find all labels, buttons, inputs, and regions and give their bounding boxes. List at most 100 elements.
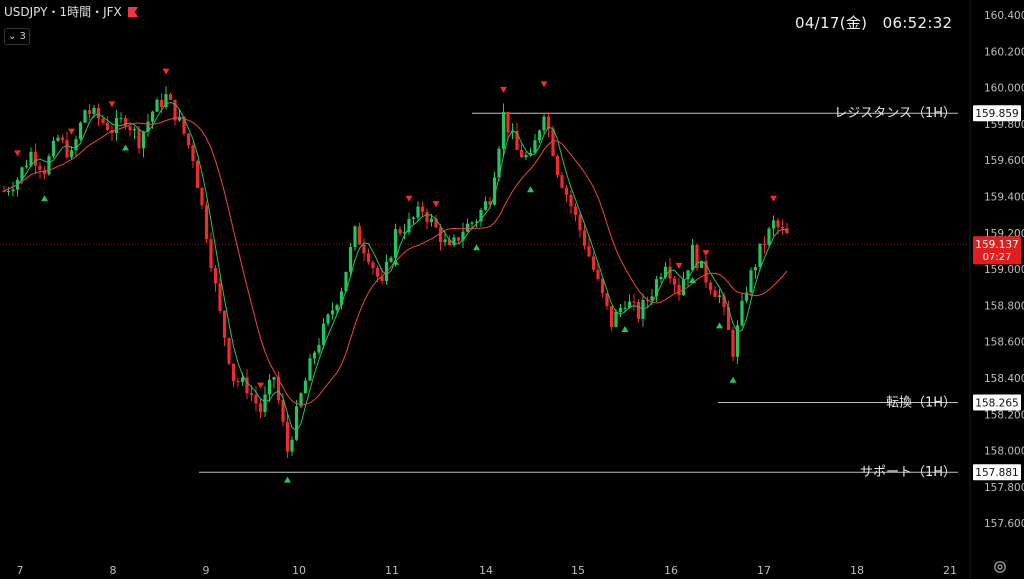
indicator-toggle-button[interactable]: ⌄ 3 bbox=[4, 28, 30, 45]
level-price-label: 159.859 bbox=[975, 108, 1018, 120]
sell-marker bbox=[540, 81, 548, 88]
candle-body bbox=[38, 165, 42, 171]
gear-icon[interactable] bbox=[993, 560, 1007, 574]
level-label: サポート（1H） bbox=[860, 465, 956, 480]
candle-body bbox=[465, 223, 470, 232]
candle-body bbox=[776, 220, 780, 227]
symbol-title: USDJPY・1時間・JFX bbox=[4, 5, 122, 19]
sell-marker bbox=[162, 68, 170, 75]
candle-body bbox=[42, 170, 47, 175]
buy-marker bbox=[473, 244, 480, 251]
candle-body bbox=[609, 306, 614, 328]
sell-marker bbox=[405, 195, 413, 202]
candle-body bbox=[501, 112, 506, 149]
candle-body bbox=[20, 167, 24, 180]
bar-countdown: 07:27 bbox=[983, 252, 1012, 263]
candle-body bbox=[362, 244, 366, 254]
time-tick-label: 7 bbox=[17, 564, 24, 577]
candle-body bbox=[141, 131, 146, 149]
datetime-clock: 04/17(金) 06:52:32 bbox=[795, 14, 953, 32]
candle-body bbox=[330, 310, 335, 315]
candle-body bbox=[357, 226, 362, 245]
time-tick-label: 17 bbox=[757, 564, 771, 577]
candle-body bbox=[519, 149, 524, 158]
time-tick-label: 8 bbox=[110, 564, 117, 577]
candle-body bbox=[474, 221, 479, 223]
price-tick-label: 159.400 bbox=[984, 192, 1024, 204]
time-tick-label: 18 bbox=[850, 564, 864, 577]
level-price-label: 157.881 bbox=[975, 467, 1018, 479]
flag-icon[interactable] bbox=[127, 6, 138, 17]
time-tick-label: 21 bbox=[943, 564, 957, 577]
time-axis[interactable]: 7 8 9 10 11 14 15 16 17 18 21 bbox=[17, 564, 958, 577]
level-label: レジスタンス（1H） bbox=[834, 106, 956, 121]
candle-body bbox=[344, 271, 348, 292]
price-tick-label: 157.800 bbox=[984, 482, 1024, 494]
candle-body bbox=[123, 118, 128, 127]
candle-body bbox=[47, 156, 51, 175]
candle-body bbox=[641, 299, 645, 319]
candles bbox=[2, 86, 789, 459]
candle-body bbox=[204, 205, 209, 240]
candle-body bbox=[78, 122, 83, 140]
candle-body bbox=[249, 393, 254, 395]
candle-body bbox=[515, 130, 519, 150]
price-tick-label: 158.400 bbox=[984, 373, 1024, 385]
buy-marker bbox=[689, 276, 696, 283]
candle-body bbox=[308, 358, 312, 381]
candle-body bbox=[155, 99, 159, 112]
sell-marker bbox=[675, 262, 683, 269]
indicator-count: 3 bbox=[19, 31, 26, 42]
candle-body bbox=[677, 284, 681, 296]
candle-body bbox=[564, 187, 569, 195]
candle-body bbox=[407, 218, 411, 233]
time-tick-label: 9 bbox=[203, 564, 210, 577]
candle-body bbox=[128, 126, 132, 131]
candle-body bbox=[182, 116, 186, 134]
price-tick-label: 157.600 bbox=[984, 518, 1024, 530]
candle-body bbox=[312, 352, 317, 359]
candle-body bbox=[150, 111, 155, 122]
candle-body bbox=[717, 295, 722, 297]
candle-body bbox=[411, 217, 416, 219]
candle-body bbox=[335, 304, 339, 311]
candle-body bbox=[470, 222, 474, 224]
candle-body bbox=[681, 279, 686, 296]
price-tick-label: 159.000 bbox=[984, 264, 1024, 276]
candle-body bbox=[456, 237, 461, 241]
candle-body bbox=[299, 393, 303, 407]
candle-body bbox=[726, 307, 731, 330]
candle-body bbox=[254, 394, 258, 404]
candle-body bbox=[222, 310, 227, 338]
candle-body bbox=[542, 116, 546, 131]
level-price-tag bbox=[973, 394, 1021, 411]
candle-body bbox=[6, 191, 11, 193]
candle-body bbox=[780, 226, 785, 229]
sell-marker bbox=[257, 382, 264, 389]
sell-marker bbox=[500, 86, 507, 93]
candle-body bbox=[294, 406, 299, 440]
candle-body bbox=[326, 314, 330, 324]
candle-body bbox=[339, 291, 344, 305]
price-tick-label: 158.000 bbox=[984, 446, 1024, 458]
candle-body bbox=[321, 323, 326, 345]
candle-body bbox=[735, 325, 740, 357]
candle-body bbox=[488, 201, 492, 205]
symbol-header[interactable]: USDJPY・1時間・JFX bbox=[4, 3, 138, 20]
buy-marker bbox=[122, 144, 129, 151]
candle-body bbox=[479, 209, 483, 222]
candle-body bbox=[762, 243, 767, 245]
candle-body bbox=[632, 301, 636, 303]
candle-body bbox=[137, 129, 141, 149]
candle-body bbox=[753, 267, 758, 271]
sell-marker bbox=[702, 250, 710, 257]
price-axis[interactable]: 160.400 160.200 160.000 159.800 159.600 159.4… bbox=[969, 0, 1024, 579]
candle-body bbox=[263, 394, 267, 413]
candle-body bbox=[416, 206, 420, 218]
candle-body bbox=[132, 129, 137, 131]
candle-body bbox=[672, 278, 677, 285]
candle-body bbox=[659, 276, 663, 280]
current-price-label: 159.137 bbox=[975, 239, 1018, 251]
candle-body bbox=[645, 299, 650, 301]
